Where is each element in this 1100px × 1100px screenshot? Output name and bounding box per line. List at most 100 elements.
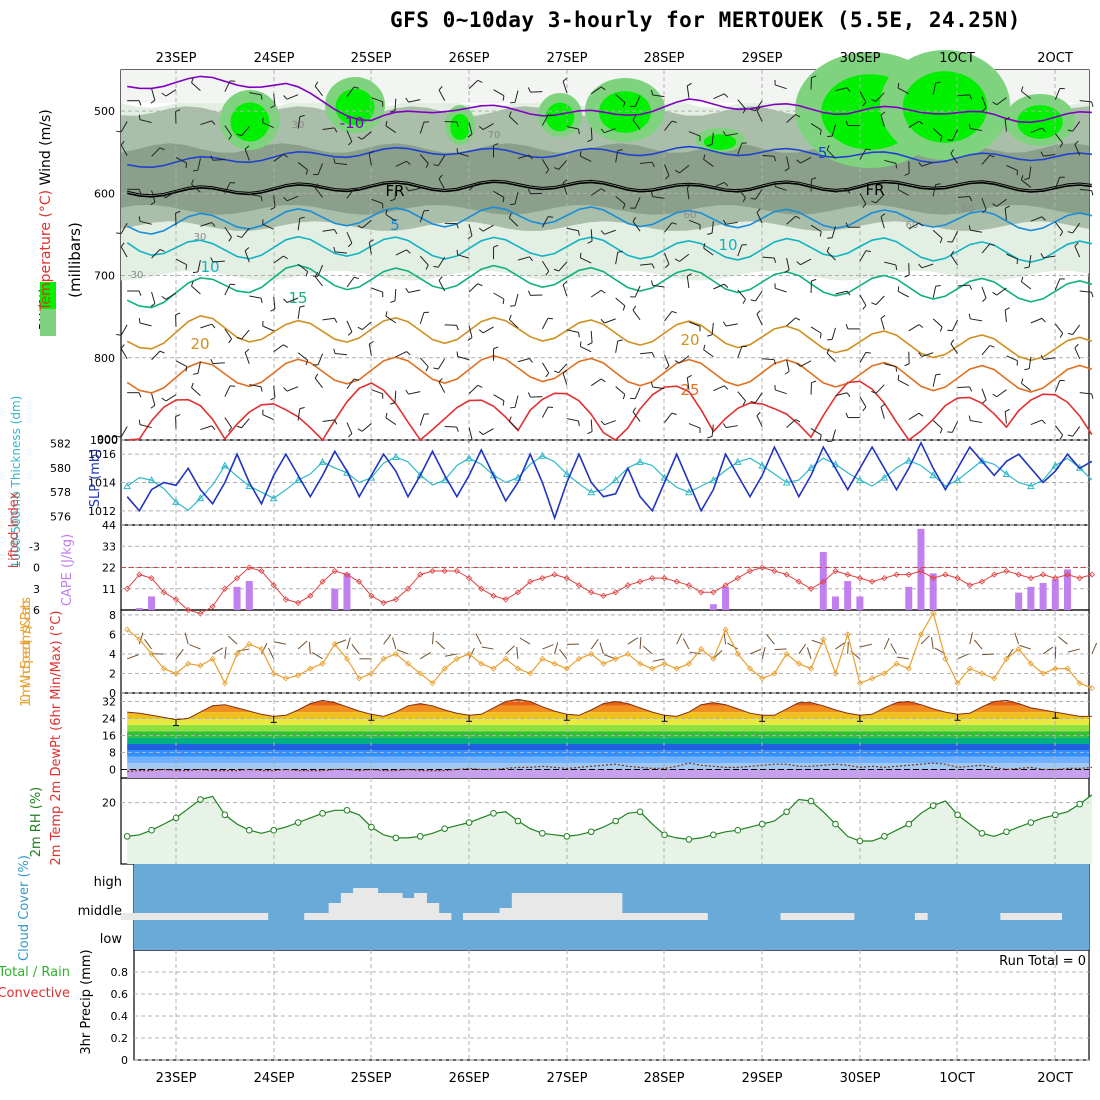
- wind-barb-10m: [212, 647, 224, 655]
- wind-speed-point: [917, 631, 925, 638]
- date-label-bottom: 2OCT: [1037, 1071, 1073, 1086]
- wind-speed-point: [221, 680, 228, 687]
- wind-barb-flag: [369, 239, 374, 243]
- temp-band: [127, 756, 1089, 764]
- wind-barb-flag: [385, 120, 388, 126]
- wind-barb-10m: [189, 644, 201, 650]
- wind-barb: [1079, 392, 1092, 395]
- wind-barb: [120, 222, 128, 234]
- wind-speed-point: [930, 609, 937, 616]
- wind-barb-flag: [185, 366, 188, 372]
- wind-barb-flag: [811, 278, 817, 282]
- wind-barb: [775, 389, 787, 395]
- cloud-bar: [841, 913, 855, 920]
- cape-bar: [148, 596, 156, 610]
- wind-speed-point: [746, 665, 754, 672]
- wind-barb-flag: [270, 105, 276, 109]
- cloud-bar: [609, 893, 623, 920]
- wind-barb: [273, 296, 276, 309]
- wind-barb: [286, 297, 299, 303]
- wind-barb: [1006, 164, 1018, 171]
- thickness-point: [196, 494, 205, 502]
- thickness-point: [1051, 461, 1060, 469]
- wind-barb-flag: [950, 149, 955, 154]
- cloud-bar: [682, 913, 696, 920]
- date-label-bottom: 25SEP: [351, 1071, 392, 1086]
- wind-barb-flag: [897, 286, 900, 292]
- wind-barb-flag: [600, 230, 605, 235]
- wind-barb-10m: [982, 653, 995, 656]
- wind-barb-flag: [687, 273, 692, 277]
- wind-barb-flag: [260, 297, 263, 304]
- rh2m-point: [563, 833, 571, 840]
- wind-barb-flag: [1041, 127, 1046, 133]
- wind-barb-flag: [547, 216, 554, 218]
- wind-barb: [165, 394, 177, 402]
- wind-barb-flag: [846, 290, 851, 296]
- wind-barb: [468, 181, 479, 191]
- wind-barb-flag: [674, 360, 680, 364]
- wind-barb-10m: [435, 640, 446, 650]
- cloud-bar: [304, 913, 318, 920]
- wind-barb-flag: [150, 404, 156, 409]
- date-label-top: 24SEP: [254, 51, 295, 66]
- wind-barb-flag: [1059, 231, 1064, 237]
- wind-barb: [932, 374, 937, 387]
- wind-ylabel: 10m Wind Speed (m/s) & Barbs: [19, 597, 34, 707]
- li-point: [820, 578, 827, 585]
- wind-barb: [652, 196, 665, 199]
- wind-barb: [950, 254, 959, 266]
- rh2m-point: [978, 829, 986, 837]
- wind-barb-flag: [1020, 175, 1024, 181]
- wind-barb-flag: [1091, 393, 1094, 399]
- wind-barb: [151, 147, 161, 157]
- wind10m-panel: 0 2 4 6 8 10m Wind Speed (m/s) & Barbs: [19, 597, 1098, 707]
- thickness-point: [636, 457, 644, 465]
- wind-barb: [419, 357, 429, 368]
- precip-tick: 0.6: [111, 988, 129, 1001]
- wind-barb: [737, 391, 746, 402]
- wind-barb: [1021, 90, 1032, 100]
- wind-barb-flag: [159, 249, 165, 252]
- wind-barb: [468, 79, 479, 90]
- wind-barb: [120, 324, 128, 336]
- wind-barb: [1074, 347, 1081, 359]
- rh-contour-label: 60: [684, 210, 697, 221]
- li-point: [1064, 571, 1071, 578]
- wind-barb-flag: [508, 314, 512, 320]
- wind-barb-flag: [897, 375, 900, 381]
- wind-barb-flag: [405, 389, 409, 395]
- li-point: [978, 578, 986, 585]
- pressure-tick: 600: [94, 187, 115, 200]
- li-point: [148, 575, 155, 582]
- wind-barb-10m: [559, 649, 568, 660]
- rh2m-point: [807, 797, 815, 805]
- wind-barb-flag: [210, 155, 214, 161]
- wind-barb: [200, 425, 212, 431]
- wind-barb-flag: [456, 325, 459, 331]
- wind-barb-flag: [390, 110, 396, 113]
- rh2m-point: [514, 817, 522, 825]
- wind-barb: [558, 261, 568, 272]
- wind-barb: [897, 87, 909, 95]
- li-point: [698, 589, 705, 596]
- wind-barb: [151, 190, 156, 203]
- rh2m-point: [856, 837, 864, 845]
- wind-barb-flag: [357, 326, 363, 331]
- wind-speed-point: [295, 672, 302, 679]
- cloud-bar: [169, 913, 183, 920]
- wind-barb: [314, 377, 323, 388]
- wind-barb-flag: [992, 393, 998, 398]
- wind-barb: [831, 124, 836, 137]
- wind-barb-flag: [651, 161, 655, 167]
- thickness-point: [318, 457, 327, 465]
- wind-speed-point: [978, 670, 986, 677]
- wind-barb: [1054, 221, 1064, 232]
- wind-speed-point: [466, 650, 473, 658]
- wind-barb-flag: [433, 164, 439, 167]
- wind-barb: [438, 280, 446, 292]
- wind-barb: [884, 261, 897, 266]
- thickness-point: [709, 476, 718, 484]
- wind-barb-flag: [939, 326, 943, 332]
- wind-barb-10m: [184, 632, 189, 645]
